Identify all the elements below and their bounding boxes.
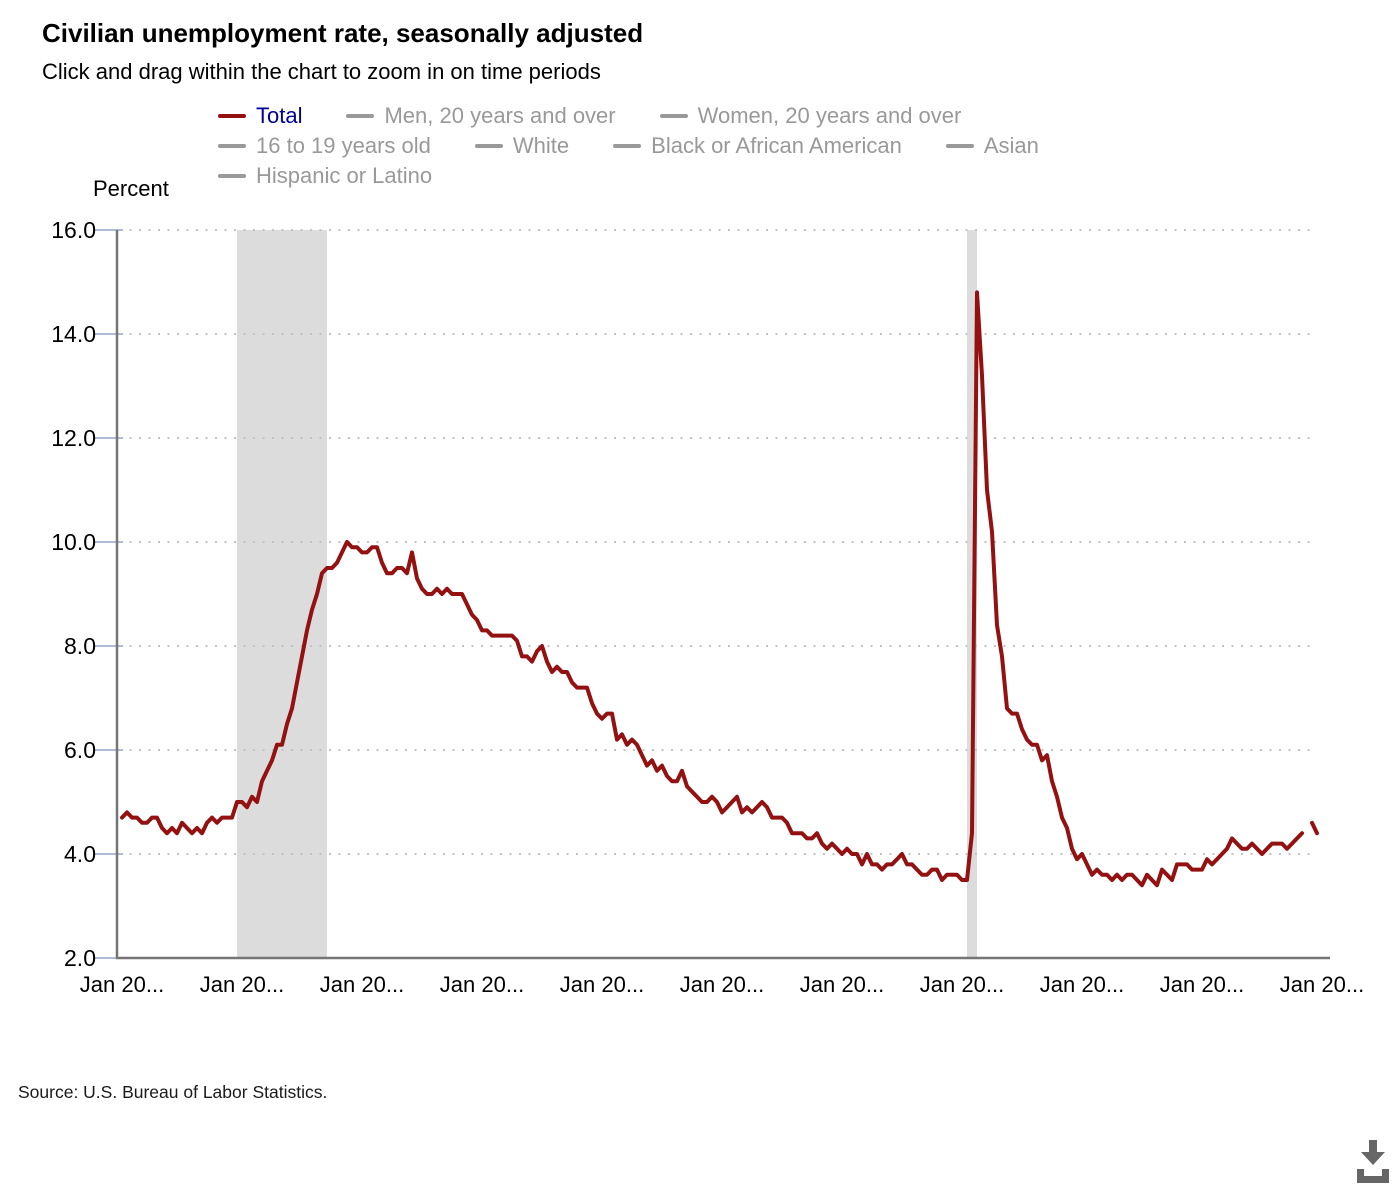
chart-legend: Total Men, 20 years and over Women, 20 yea… [218,103,1228,188]
legend-item-total[interactable]: Total [218,103,302,129]
legend-item-women-20-years-and-over[interactable]: Women, 20 years and over [659,102,962,129]
legend-row: 16 to 19 years old White Black or African … [218,133,1228,158]
x-axis-tick-label: Jan 20... [679,972,765,997]
legend-dash-icon [218,143,246,148]
legend-dash-icon [346,113,375,118]
x-axis-tick-label: Jan 20... [199,972,285,997]
y-axis-tick-label: 8.0 [64,633,96,659]
x-axis-tick-label: Jan 20... [79,972,165,997]
y-axis-tick-label: 2.0 [64,945,96,971]
legend-item-asian[interactable]: Asian [945,132,1039,159]
legend-dash-icon [659,113,688,118]
legend-item-label: Black or African American [651,132,902,158]
x-axis-tick-label: Jan 20... [439,972,525,997]
legend-item-label: Hispanic or Latino [256,162,433,188]
recession-band [967,230,977,958]
series-line-total [120,290,1319,888]
source-note: Source: U.S. Bureau of Labor Statistics. [18,1082,328,1102]
x-axis-tick-label: Jan 20... [1039,972,1125,997]
x-axis-tick-label: Jan 20... [1159,972,1245,997]
download-icon [1357,1140,1389,1183]
y-axis-tick-label: 12.0 [51,425,96,451]
legend-item-label: Asian [983,132,1039,158]
legend-item-white[interactable]: White [474,132,570,159]
x-axis-tick-label: Jan 20... [1279,972,1365,997]
chart-subtitle: Click and drag within the chart to zoom … [42,59,601,84]
y-axis-title: Percent [93,176,169,201]
legend-item-men-20-years-and-over[interactable]: Men, 20 years and over [346,102,616,129]
legend-item-label: Total [256,102,303,128]
download-button[interactable] [1346,1132,1400,1192]
x-axis-tick-label: Jan 20... [559,972,645,997]
legend-item-label: Women, 20 years and over [697,102,962,128]
x-axis-tick-label: Jan 20... [319,972,405,997]
legend-item-hispanic-or-latino[interactable]: Hispanic or Latino [218,163,432,189]
legend-dash-icon [613,143,642,148]
legend-dash-icon [474,143,503,148]
legend-item-16-to-19-years-old[interactable]: 16 to 19 years old [218,133,431,159]
x-axis-tick-label: Jan 20... [919,972,1005,997]
legend-dash-icon [218,173,246,178]
legend-item-label: 16 to 19 years old [256,132,431,158]
y-axis-tick-label: 14.0 [51,321,96,347]
chart-title: Civilian unemployment rate, seasonally a… [42,18,644,48]
y-axis-tick-label: 10.0 [51,529,96,555]
y-axis-tick-label: 4.0 [64,841,96,867]
legend-dash-icon [945,143,974,148]
legend-item-black-or-african-american[interactable]: Black or African American [613,133,902,159]
legend-item-label: Men, 20 years and over [384,102,616,128]
chart-plot-area[interactable] [0,0,1400,1060]
recession-band [237,230,327,958]
legend-row: Hispanic or Latino [218,163,1228,188]
legend-row: Total Men, 20 years and over Women, 20 yea… [218,103,1228,128]
y-axis-tick-label: 16.0 [51,217,96,243]
legend-dash-icon [218,113,246,118]
legend-item-label: White [512,132,570,158]
x-axis-tick-label: Jan 20... [799,972,885,997]
y-axis-tick-label: 6.0 [64,737,96,763]
